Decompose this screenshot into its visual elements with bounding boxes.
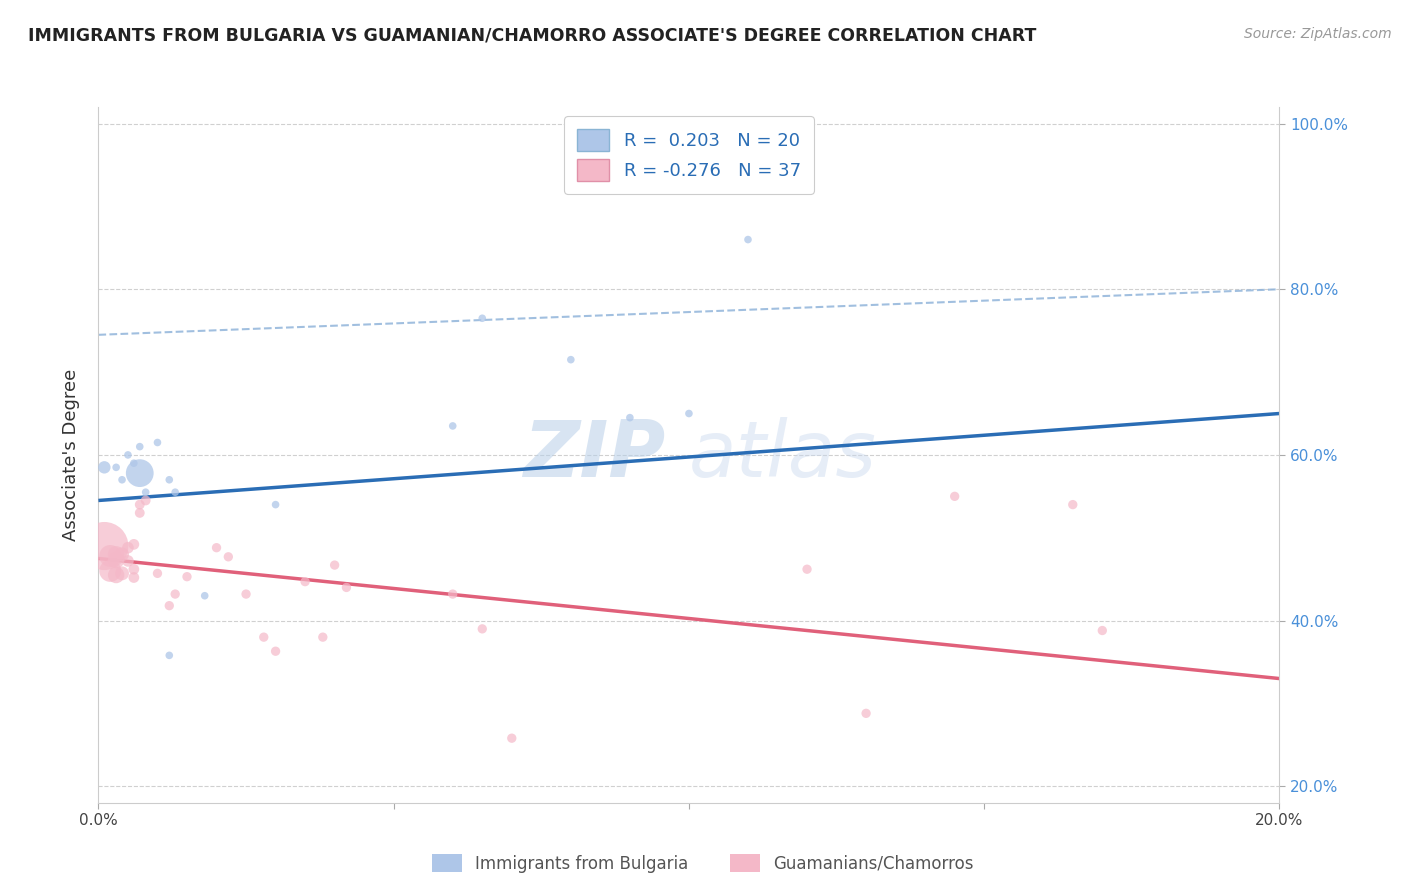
Point	[235, 587, 257, 601]
Point	[157, 599, 180, 613]
Point	[117, 541, 139, 555]
Point	[122, 537, 145, 551]
Point	[176, 570, 198, 584]
Point	[1091, 624, 1114, 638]
Point	[205, 541, 228, 555]
Point	[194, 589, 217, 603]
Point	[264, 644, 287, 658]
Point	[93, 539, 115, 553]
Point	[93, 460, 115, 475]
Point	[117, 554, 139, 568]
Point	[335, 581, 357, 595]
Point	[146, 566, 169, 581]
Text: Source: ZipAtlas.com: Source: ZipAtlas.com	[1244, 27, 1392, 41]
Point	[128, 506, 150, 520]
Point	[157, 648, 180, 663]
Text: atlas: atlas	[689, 417, 877, 493]
Point	[253, 630, 276, 644]
Point	[105, 568, 128, 582]
Point	[122, 562, 145, 576]
Point	[471, 311, 494, 326]
Point	[128, 466, 150, 480]
Point	[105, 547, 128, 561]
Point	[146, 435, 169, 450]
Point	[111, 566, 134, 581]
Point	[312, 630, 335, 644]
Text: ZIP: ZIP	[523, 417, 665, 493]
Point	[441, 587, 464, 601]
Point	[117, 448, 139, 462]
Point	[165, 587, 187, 601]
Point	[111, 547, 134, 561]
Point	[737, 233, 759, 247]
Point	[678, 407, 700, 421]
Point	[157, 473, 180, 487]
Point	[128, 440, 150, 454]
Point	[165, 485, 187, 500]
Point	[294, 574, 316, 589]
Point	[264, 498, 287, 512]
Point	[122, 570, 145, 584]
Point	[1062, 498, 1084, 512]
Point	[135, 485, 157, 500]
Legend: Immigrants from Bulgaria, Guamanians/Chamorros: Immigrants from Bulgaria, Guamanians/Cha…	[425, 847, 981, 880]
Point	[943, 489, 966, 503]
Point	[98, 564, 121, 578]
Point	[501, 731, 523, 746]
Point	[323, 558, 346, 573]
Point	[796, 562, 818, 576]
Point	[98, 549, 121, 563]
Point	[128, 498, 150, 512]
Y-axis label: Associate's Degree: Associate's Degree	[62, 368, 80, 541]
Point	[135, 493, 157, 508]
Text: IMMIGRANTS FROM BULGARIA VS GUAMANIAN/CHAMORRO ASSOCIATE'S DEGREE CORRELATION CH: IMMIGRANTS FROM BULGARIA VS GUAMANIAN/CH…	[28, 27, 1036, 45]
Point	[855, 706, 877, 721]
Point	[560, 352, 582, 367]
Point	[619, 410, 641, 425]
Point	[471, 622, 494, 636]
Point	[105, 553, 128, 567]
Point	[111, 473, 134, 487]
Point	[217, 549, 239, 564]
Point	[105, 460, 128, 475]
Legend: R =  0.203   N = 20, R = -0.276   N = 37: R = 0.203 N = 20, R = -0.276 N = 37	[564, 116, 814, 194]
Point	[122, 456, 145, 470]
Point	[441, 419, 464, 434]
